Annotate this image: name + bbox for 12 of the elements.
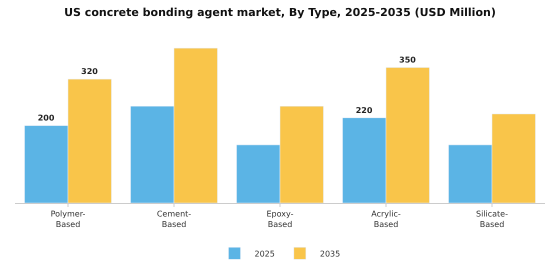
x-tick-label: Acrylic- Based (371, 210, 401, 229)
x-tick-label: Epoxy- Based (266, 210, 294, 229)
x-tick-label: Silicate- Based (476, 210, 508, 229)
x-tick-label: Cement- Based (156, 210, 192, 229)
x-tick-label: Polymer- Based (50, 210, 86, 229)
data-label: 220 (356, 106, 373, 115)
legend-label: 2025 (254, 249, 275, 258)
legend-label: 2035 (320, 249, 340, 258)
data-label: 350 (399, 56, 416, 65)
data-label: 320 (81, 67, 98, 76)
data-label: 200 (38, 114, 55, 123)
chart-title: US concrete bonding agent market, By Type, 2025-2035 (USD Million) (64, 6, 496, 20)
